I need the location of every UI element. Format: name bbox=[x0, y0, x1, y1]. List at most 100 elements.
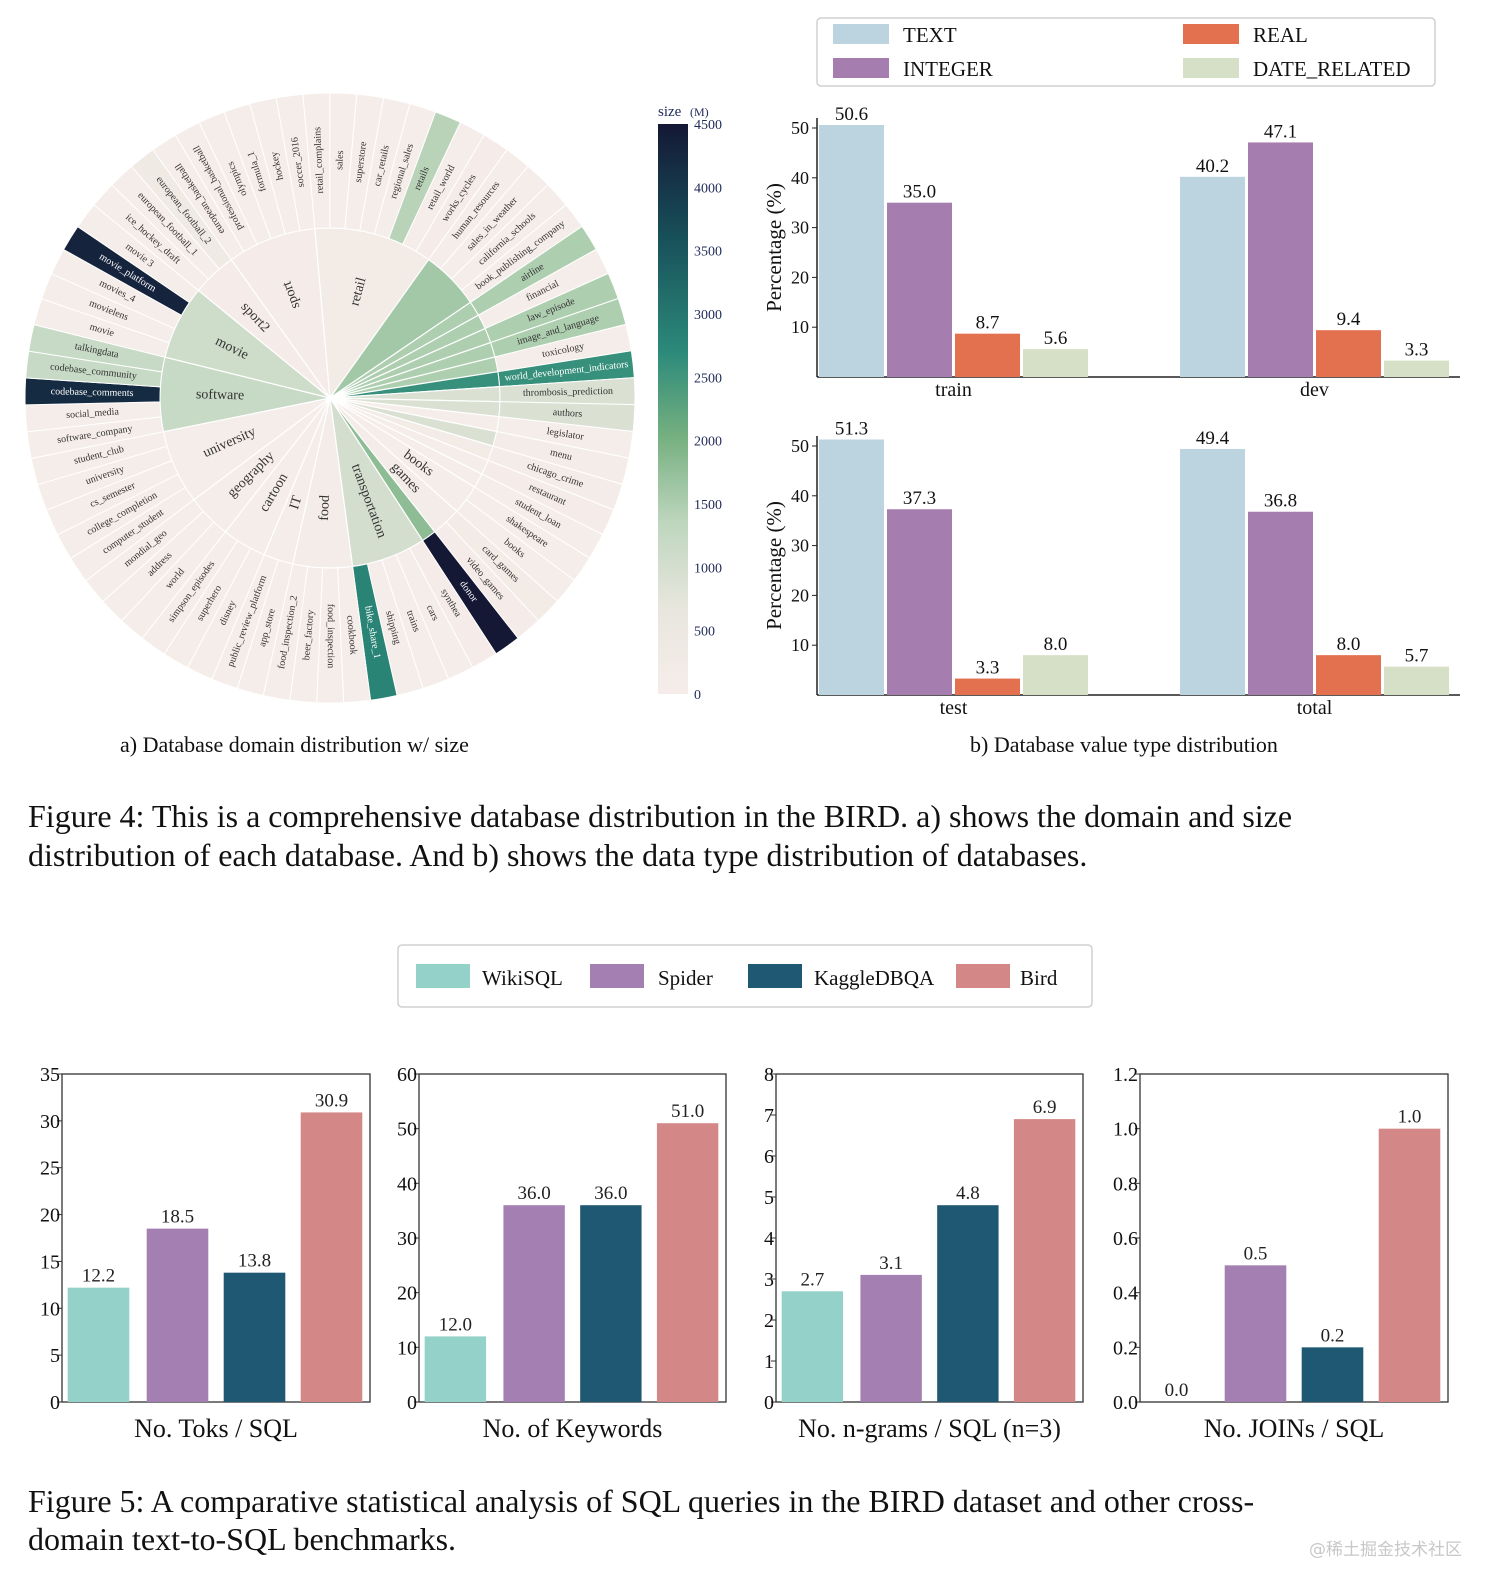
value-type-chart: TEXT REAL INTEGER DATE_RELATED 10 20 30 40 50 Pe… bbox=[762, 17, 1460, 719]
bar-value-label: 3.3 bbox=[976, 658, 1000, 679]
colorbar bbox=[658, 124, 688, 694]
legend-swatch-kaggledbqa bbox=[748, 964, 802, 988]
colorbar-tick: 2500 bbox=[694, 371, 722, 386]
bar-spider bbox=[146, 1228, 209, 1402]
bar-wikisql bbox=[424, 1336, 487, 1402]
legend-label: KaggleDBQA bbox=[814, 966, 935, 990]
bar-spider bbox=[860, 1274, 922, 1402]
figure5-caption-line2: domain text-to-SQL benchmarks. bbox=[28, 1521, 457, 1557]
y-tick-label: 0 bbox=[407, 1392, 417, 1414]
bar-value-label: 8.0 bbox=[1044, 634, 1068, 655]
bar-value-label: 35.0 bbox=[903, 182, 936, 203]
bar-value-label: 3.1 bbox=[879, 1253, 903, 1274]
bar-text-test bbox=[819, 439, 884, 695]
bar-value-label: 12.0 bbox=[439, 1314, 472, 1335]
sunburst-domain-label: food bbox=[317, 495, 333, 521]
legend-label: INTEGER bbox=[903, 57, 993, 81]
y-tick-label: 50 bbox=[397, 1119, 417, 1141]
bar-date_related-test bbox=[1023, 655, 1088, 695]
subcaption-a: a) Database domain distribution w/ size bbox=[120, 732, 469, 757]
bar-value-label: 5.7 bbox=[1405, 646, 1429, 667]
y-tick-label: 40 bbox=[397, 1173, 417, 1195]
bar-value-label: 37.3 bbox=[903, 488, 936, 509]
x-category-label: test bbox=[940, 697, 968, 719]
figure5-caption-line1: Figure 5: A comparative statistical anal… bbox=[28, 1483, 1255, 1519]
sql-legend bbox=[397, 944, 1093, 1008]
bar-value-label: 4.8 bbox=[956, 1183, 980, 1204]
sql-panel-frame bbox=[61, 1073, 371, 1403]
colorbar-tick: 1500 bbox=[694, 498, 722, 513]
colorbar-tick: 3500 bbox=[694, 245, 722, 260]
domain-sunburst-chart: sporteuropean_basketballprofessional_bas… bbox=[24, 92, 722, 704]
y-tick-label: 8 bbox=[764, 1064, 774, 1086]
bar-bird bbox=[1378, 1128, 1441, 1402]
y-tick-label: 20 bbox=[791, 267, 809, 287]
colorbar-label: size bbox=[658, 104, 682, 120]
y-tick-label: 10 bbox=[791, 317, 809, 337]
subcaption-b: b) Database value type distribution bbox=[970, 732, 1278, 757]
y-tick-label: 0 bbox=[764, 1392, 774, 1414]
y-tick-label: 30 bbox=[791, 218, 809, 238]
legend-swatch-integer bbox=[833, 58, 889, 78]
bar-integer-dev bbox=[1248, 142, 1313, 377]
y-tick-label: 0.6 bbox=[1113, 1228, 1138, 1250]
sunburst-domain-label: software bbox=[196, 387, 245, 403]
y-tick-label: 0.0 bbox=[1113, 1392, 1138, 1414]
bar-integer-train bbox=[887, 202, 952, 377]
y-tick-label: 40 bbox=[791, 486, 809, 506]
bar-date_related-total bbox=[1384, 666, 1449, 695]
bar-value-label: 51.0 bbox=[671, 1101, 704, 1122]
watermark: @稀土掘金技术社区 bbox=[1309, 1540, 1462, 1560]
y-tick-label: 20 bbox=[40, 1205, 60, 1227]
bar-kaggledbqa bbox=[223, 1272, 286, 1402]
legend-swatch-date_related bbox=[1183, 58, 1239, 78]
y-tick-label: 50 bbox=[791, 118, 809, 138]
bar-date_related-train bbox=[1023, 349, 1088, 377]
sunburst-domain-label: IT bbox=[287, 494, 305, 512]
y-tick-label: 40 bbox=[791, 168, 809, 188]
y-tick-label: 4 bbox=[764, 1228, 774, 1250]
legend-label: TEXT bbox=[903, 23, 957, 47]
bar-value-label: 49.4 bbox=[1196, 428, 1230, 449]
colorbar-unit: (M) bbox=[690, 105, 709, 119]
y-tick-label: 20 bbox=[397, 1283, 417, 1305]
y-tick-label: 1 bbox=[764, 1351, 774, 1373]
bar-text-dev bbox=[1180, 176, 1245, 377]
y-tick-label: 10 bbox=[40, 1298, 60, 1320]
bar-value-label: 36.0 bbox=[594, 1183, 627, 1204]
colorbar-tick: 500 bbox=[694, 625, 715, 640]
sunburst-db-label: retail_complains bbox=[312, 127, 326, 194]
legend-label: Bird bbox=[1020, 966, 1058, 990]
y-tick-label: 15 bbox=[40, 1251, 60, 1273]
bar-spider bbox=[1224, 1265, 1287, 1402]
x-axis-label: No. Toks / SQL bbox=[134, 1414, 298, 1443]
y-tick-label: 1.0 bbox=[1113, 1119, 1138, 1141]
y-tick-label: 50 bbox=[791, 436, 809, 456]
legend-swatch-spider bbox=[590, 964, 644, 988]
sunburst-db-label: social_media bbox=[66, 406, 120, 421]
y-tick-label: 25 bbox=[40, 1158, 60, 1180]
x-axis-label: No. n-grams / SQL (n=3) bbox=[798, 1414, 1061, 1443]
bar-value-label: 40.2 bbox=[1196, 156, 1229, 177]
bar-value-label: 0.2 bbox=[1321, 1325, 1345, 1346]
legend-swatch-wikisql bbox=[416, 964, 470, 988]
sunburst-db-label: food_inspection bbox=[325, 604, 336, 668]
bar-value-label: 8.0 bbox=[1337, 634, 1361, 655]
y-tick-label: 7 bbox=[764, 1105, 774, 1127]
bar-bird bbox=[656, 1123, 719, 1402]
sunburst-db-label: superstore bbox=[353, 140, 369, 183]
bar-value-label: 36.0 bbox=[518, 1183, 551, 1204]
bar-bird bbox=[1013, 1119, 1076, 1402]
y-tick-label: 0.2 bbox=[1113, 1337, 1138, 1359]
y-tick-label: 35 bbox=[40, 1064, 60, 1086]
y-tick-label: 5 bbox=[764, 1187, 774, 1209]
legend-label: REAL bbox=[1253, 23, 1308, 47]
y-tick-label: 0.8 bbox=[1113, 1173, 1138, 1195]
bar-wikisql bbox=[67, 1287, 130, 1402]
sql-stats-chart: WikiSQL Spider KaggleDBQA Bird 051015202530… bbox=[40, 944, 1449, 1443]
sunburst-db-label: beer_factory bbox=[301, 609, 316, 660]
bar-spider bbox=[503, 1205, 565, 1402]
bar-value-label: 51.3 bbox=[835, 419, 868, 440]
bar-value-label: 18.5 bbox=[161, 1207, 194, 1228]
bar-text-total bbox=[1180, 448, 1245, 695]
